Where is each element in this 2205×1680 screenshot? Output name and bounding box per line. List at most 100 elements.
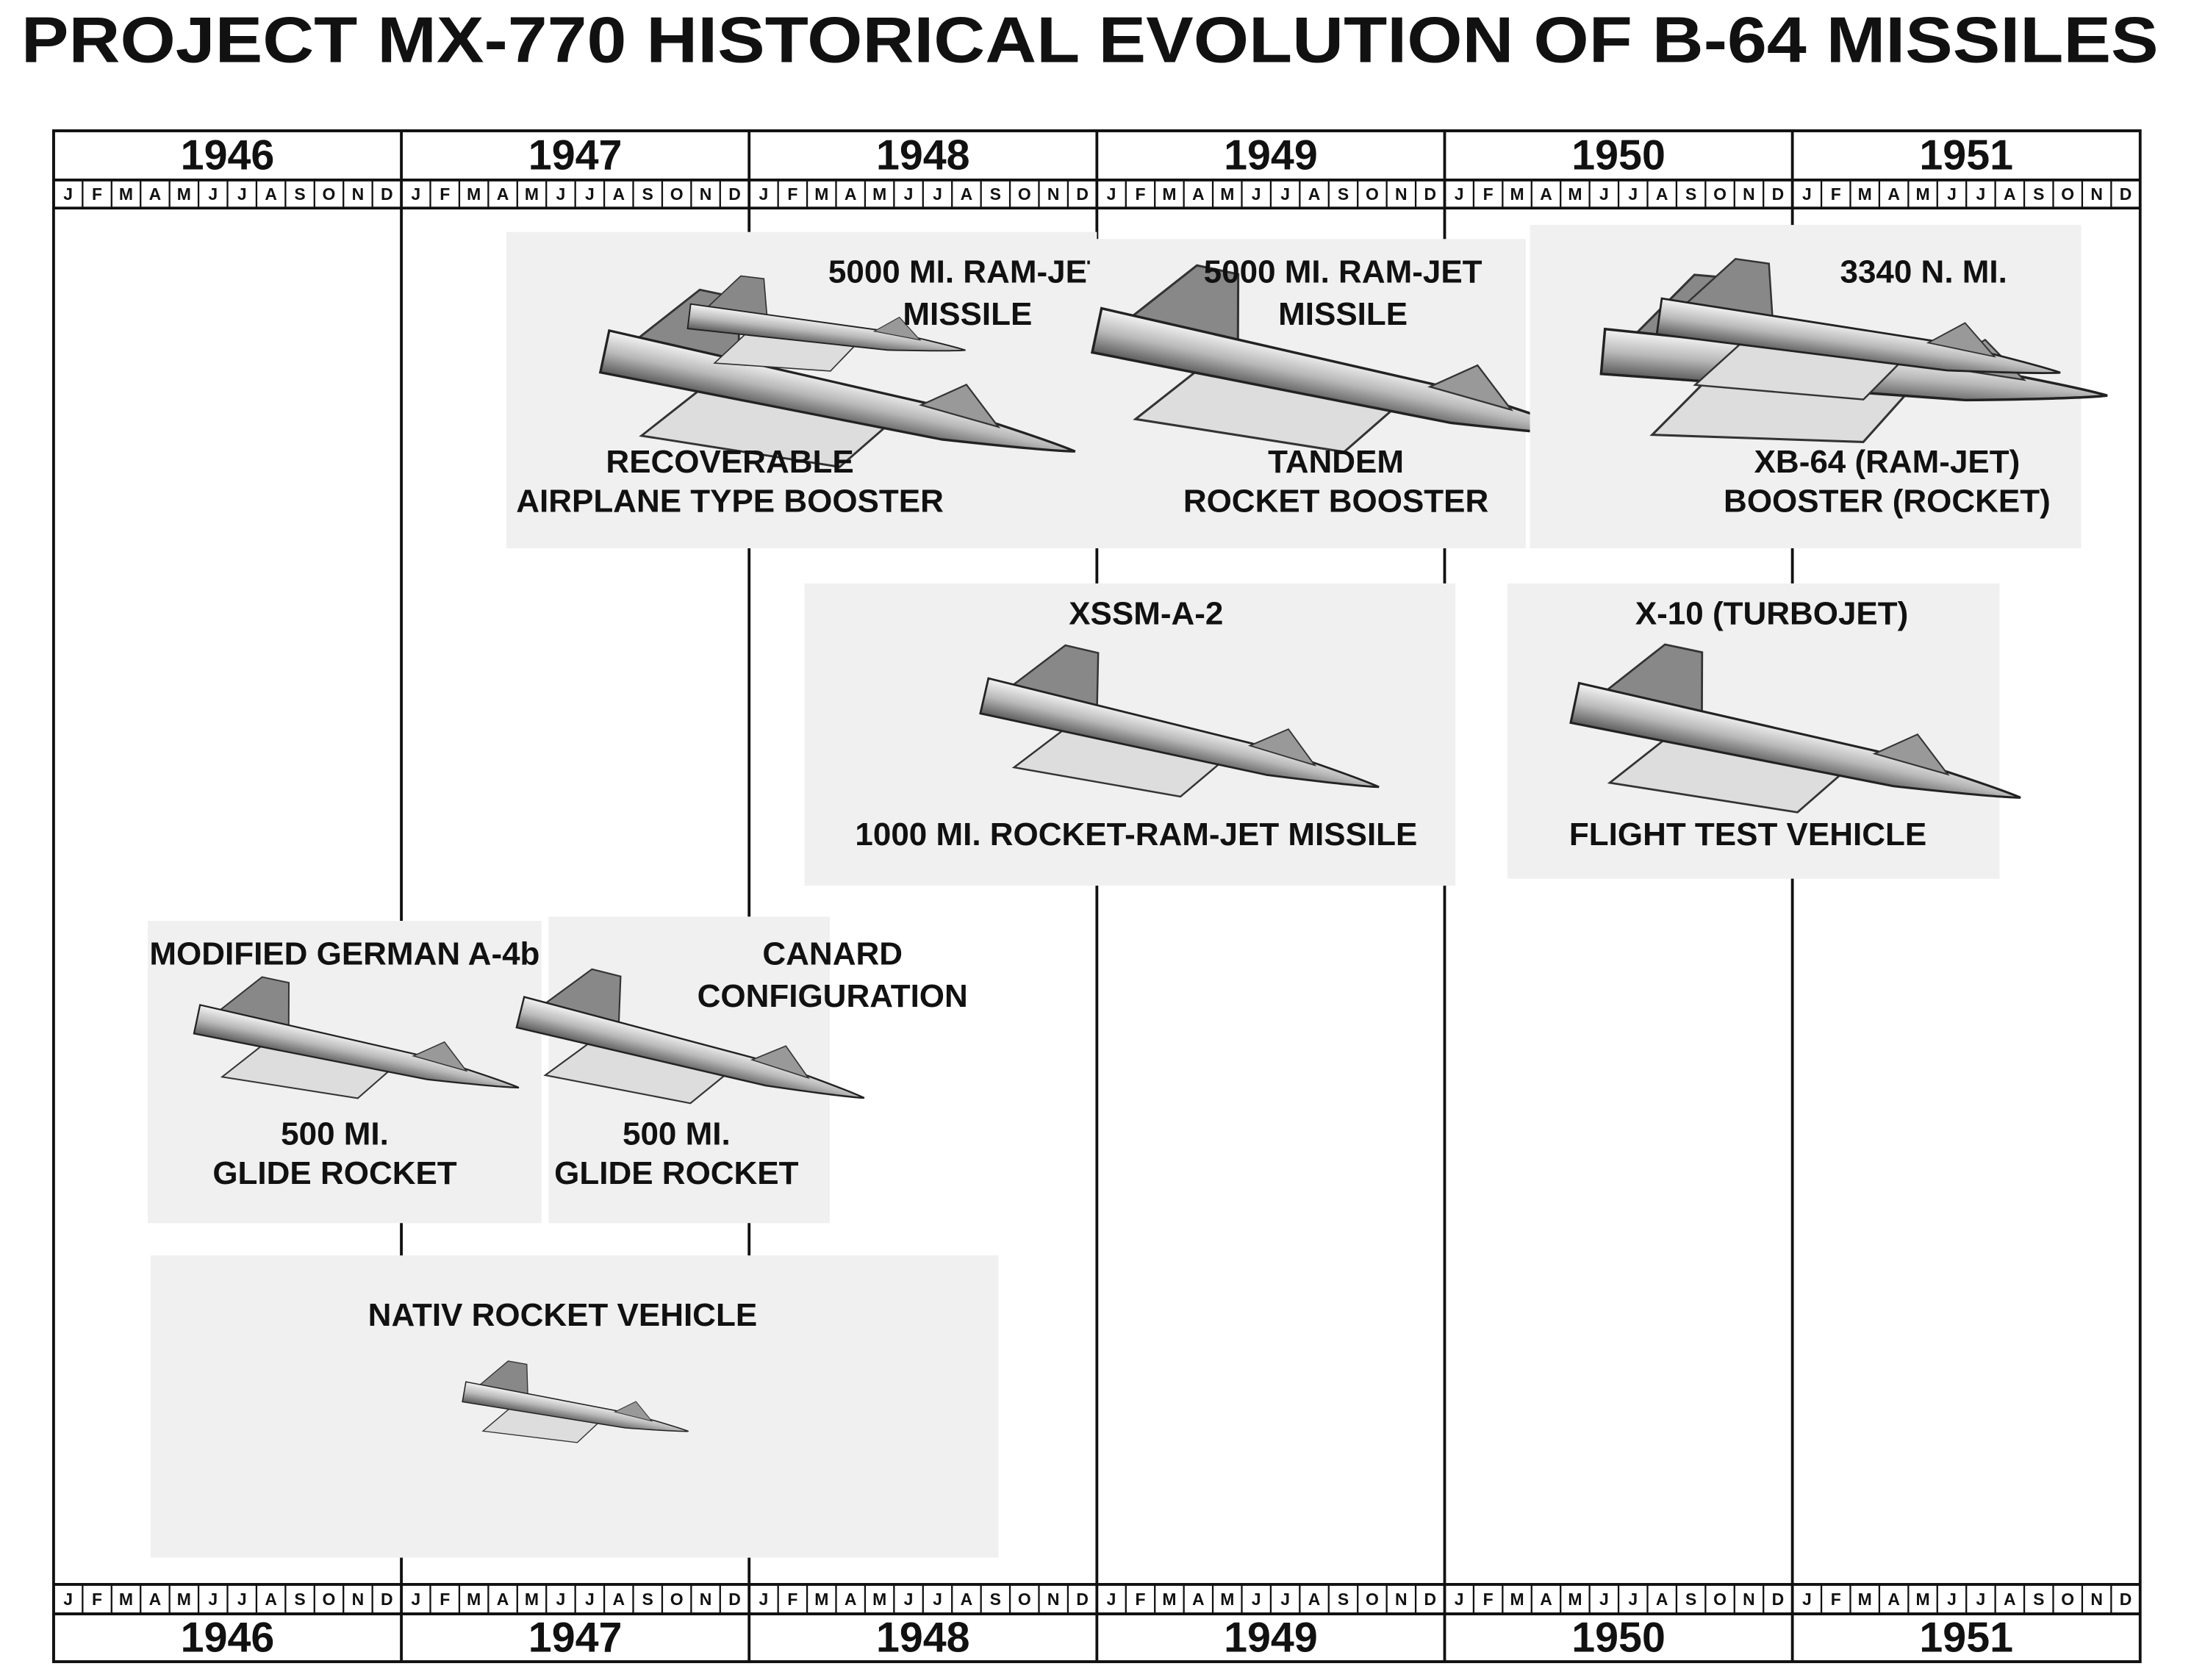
month-label: M [119,184,133,204]
month-label: S [1338,1590,1349,1609]
month-label: J [759,184,769,204]
month-label: J [1107,1590,1116,1609]
month-label: J [1280,1590,1290,1609]
month-label: O [323,1590,336,1609]
title: PROJECT MX-770 HISTORICAL EVOLUTION OF B… [21,3,2159,76]
missile-drawing [979,644,1380,798]
month-label: F [1483,1590,1494,1609]
month-label: A [1656,1590,1668,1609]
month-label: F [787,184,797,204]
month-label: J [208,1590,218,1609]
panel-heading: MISSILE [903,296,1032,332]
month-label: D [728,184,741,204]
month-label: A [1540,1590,1552,1609]
year-label: 1949 [1224,132,1318,179]
month-label: M [1510,1590,1524,1609]
month-label: M [467,184,481,204]
month-label: A [149,1590,162,1609]
month-label: O [1366,1590,1379,1609]
panel-caption: 500 MI. [281,1116,389,1152]
month-label: N [1047,1590,1060,1609]
month-label: A [2004,1590,2016,1609]
panel-caption: TANDEM [1268,444,1404,480]
month-label: J [759,1590,769,1609]
month-label: M [525,184,539,204]
missile-drawing [193,976,520,1099]
panel-caption: 500 MI. [623,1116,731,1152]
panel-heading: XSSM-A-2 [1069,596,1223,632]
year-label: 1951 [1919,132,2013,179]
month-label: D [1076,184,1089,204]
month-label: O [1366,184,1379,204]
month-label: J [1628,184,1638,204]
month-label: N [2090,184,2103,204]
month-label: J [1976,184,1986,204]
month-label: J [237,184,247,204]
year-label: 1950 [1571,132,1666,179]
month-label: S [1685,1590,1696,1609]
year-label: 1948 [876,1615,970,1662]
month-label: O [1713,1590,1727,1609]
month-label: J [411,1590,420,1609]
month-label: M [872,184,886,204]
panel-heading: MISSILE [1278,296,1408,332]
tail-fin [872,316,922,341]
missile-drawing [1569,643,2021,814]
year-label: 1946 [181,1615,275,1662]
month-label: A [1887,184,1900,204]
month-label: F [1483,184,1494,204]
month-label: M [1858,184,1872,204]
month-label: A [1192,184,1205,204]
month-label: J [585,184,595,204]
month-label: O [2061,1590,2074,1609]
month-label: N [1047,184,1060,204]
month-label: N [700,184,712,204]
month-label: J [1280,184,1290,204]
year-label: 1948 [876,132,970,179]
month-label: M [467,1590,481,1609]
month-label: A [497,184,509,204]
month-label: M [1568,1590,1582,1609]
month-label: F [787,1590,797,1609]
month-label: D [1772,184,1785,204]
panel-heading: MODIFIED GERMAN A-4b [149,936,539,972]
month-label: J [1947,1590,1957,1609]
panel-heading: 5000 MI. RAM-JET [1204,254,1482,290]
month-label: S [990,1590,1001,1609]
month-label: D [2120,1590,2132,1609]
missile-drawing [686,275,966,372]
year-label: 1947 [528,132,623,179]
panel-heading: 5000 MI. RAM-JET [828,254,1107,290]
month-label: J [1802,1590,1812,1609]
month-label: A [612,1590,625,1609]
month-label: S [2033,1590,2044,1609]
month-label: M [525,1590,539,1609]
panel-caption: FLIGHT TEST VEHICLE [1569,816,1926,852]
month-label: M [814,1590,828,1609]
month-label: J [1976,1590,1986,1609]
month-label: D [381,1590,393,1609]
year-label: 1946 [181,132,275,179]
month-label: M [1220,1590,1234,1609]
month-label: F [1831,1590,1841,1609]
month-label: A [612,184,625,204]
month-label: J [556,184,566,204]
month-label: J [1947,184,1957,204]
missile-drawing [1090,264,1593,453]
month-label: O [1018,1590,1031,1609]
panel-heading: CONFIGURATION [698,978,968,1014]
month-label: M [1568,184,1582,204]
month-label: A [1540,184,1552,204]
month-label: J [1252,184,1261,204]
month-label: F [440,1590,450,1609]
month-label: A [1656,184,1668,204]
month-label: J [208,184,218,204]
month-label: M [1510,184,1524,204]
tail-fin [750,1045,810,1080]
month-label: N [1395,1590,1408,1609]
month-label: F [1831,184,1841,204]
month-label: F [440,184,450,204]
month-label: A [265,184,277,204]
month-label: D [728,1590,741,1609]
